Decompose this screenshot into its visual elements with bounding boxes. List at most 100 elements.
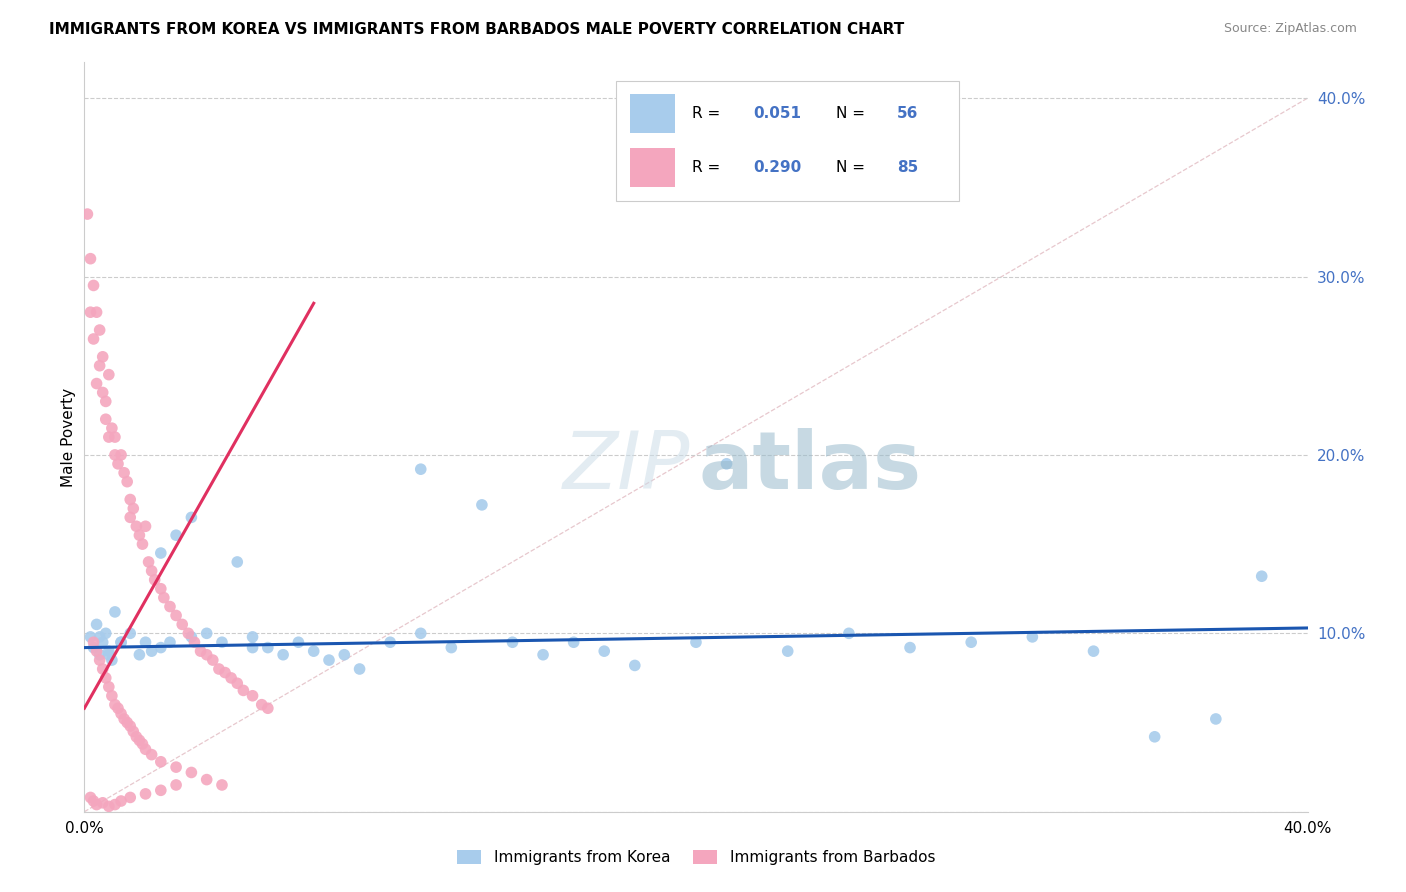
Point bbox=[83, 332, 105, 346]
Point bbox=[214, 665, 236, 680]
Point bbox=[208, 662, 231, 676]
Point bbox=[94, 626, 117, 640]
Point bbox=[211, 778, 233, 792]
Point bbox=[104, 605, 127, 619]
Point bbox=[180, 630, 202, 644]
Point bbox=[110, 635, 132, 649]
Point bbox=[302, 644, 325, 658]
Point bbox=[195, 648, 218, 662]
Point bbox=[91, 385, 114, 400]
Point bbox=[94, 394, 117, 409]
Point bbox=[131, 537, 153, 551]
Point bbox=[115, 475, 138, 489]
Point bbox=[257, 701, 280, 715]
Point bbox=[242, 640, 264, 655]
Point bbox=[97, 368, 120, 382]
Point bbox=[125, 730, 148, 744]
Point bbox=[180, 510, 202, 524]
Text: ZIP: ZIP bbox=[562, 428, 690, 506]
Point bbox=[898, 640, 921, 655]
Point bbox=[349, 662, 371, 676]
Point bbox=[101, 653, 124, 667]
Point bbox=[562, 635, 585, 649]
Point bbox=[115, 715, 138, 730]
Point bbox=[242, 689, 264, 703]
Point bbox=[172, 617, 194, 632]
Point bbox=[159, 635, 181, 649]
Point bbox=[110, 794, 132, 808]
Point bbox=[83, 794, 105, 808]
Point bbox=[89, 359, 111, 373]
Point bbox=[97, 648, 120, 662]
Point bbox=[1083, 644, 1105, 658]
Y-axis label: Male Poverty: Male Poverty bbox=[60, 387, 76, 487]
Point bbox=[125, 519, 148, 533]
Point bbox=[165, 608, 187, 623]
Point bbox=[960, 635, 983, 649]
Point bbox=[838, 626, 860, 640]
Point bbox=[201, 653, 224, 667]
Point bbox=[86, 376, 108, 391]
Text: Source: ZipAtlas.com: Source: ZipAtlas.com bbox=[1223, 22, 1357, 36]
Point bbox=[211, 635, 233, 649]
Point bbox=[86, 305, 108, 319]
Point bbox=[120, 492, 142, 507]
Point bbox=[531, 648, 554, 662]
Point bbox=[112, 466, 135, 480]
Point bbox=[79, 252, 101, 266]
Point bbox=[409, 626, 432, 640]
Point bbox=[128, 528, 150, 542]
Point bbox=[318, 653, 340, 667]
Point bbox=[91, 796, 114, 810]
Point bbox=[149, 783, 172, 797]
Point bbox=[226, 555, 249, 569]
Point bbox=[141, 644, 163, 658]
Point bbox=[165, 778, 187, 792]
Point bbox=[128, 733, 150, 747]
Point bbox=[107, 701, 129, 715]
Point bbox=[685, 635, 707, 649]
Point bbox=[94, 671, 117, 685]
Point bbox=[112, 712, 135, 726]
Point bbox=[104, 698, 127, 712]
Point bbox=[135, 519, 157, 533]
Point bbox=[183, 635, 205, 649]
Point bbox=[141, 564, 163, 578]
Point bbox=[716, 457, 738, 471]
Point bbox=[107, 457, 129, 471]
Point bbox=[122, 724, 145, 739]
Point bbox=[593, 644, 616, 658]
Point bbox=[86, 644, 108, 658]
Point bbox=[143, 573, 166, 587]
Point bbox=[91, 635, 114, 649]
Point bbox=[242, 630, 264, 644]
Point bbox=[333, 648, 356, 662]
Point bbox=[79, 305, 101, 319]
Point bbox=[89, 653, 111, 667]
Point bbox=[165, 528, 187, 542]
Text: IMMIGRANTS FROM KOREA VS IMMIGRANTS FROM BARBADOS MALE POVERTY CORRELATION CHART: IMMIGRANTS FROM KOREA VS IMMIGRANTS FROM… bbox=[49, 22, 904, 37]
Point bbox=[232, 683, 254, 698]
Point bbox=[138, 555, 160, 569]
Point bbox=[101, 421, 124, 435]
Point bbox=[195, 626, 218, 640]
Point bbox=[91, 350, 114, 364]
Point bbox=[153, 591, 176, 605]
Point bbox=[97, 799, 120, 814]
Point bbox=[120, 626, 142, 640]
Point bbox=[104, 430, 127, 444]
Point bbox=[1250, 569, 1272, 583]
Point bbox=[104, 797, 127, 812]
Point bbox=[128, 648, 150, 662]
Point bbox=[86, 617, 108, 632]
Point bbox=[89, 323, 111, 337]
Point bbox=[110, 706, 132, 721]
Point bbox=[177, 626, 200, 640]
Point bbox=[219, 671, 242, 685]
Point bbox=[131, 737, 153, 751]
Point bbox=[120, 719, 142, 733]
Point bbox=[79, 790, 101, 805]
Point bbox=[141, 747, 163, 762]
Point bbox=[624, 658, 647, 673]
Point bbox=[409, 462, 432, 476]
